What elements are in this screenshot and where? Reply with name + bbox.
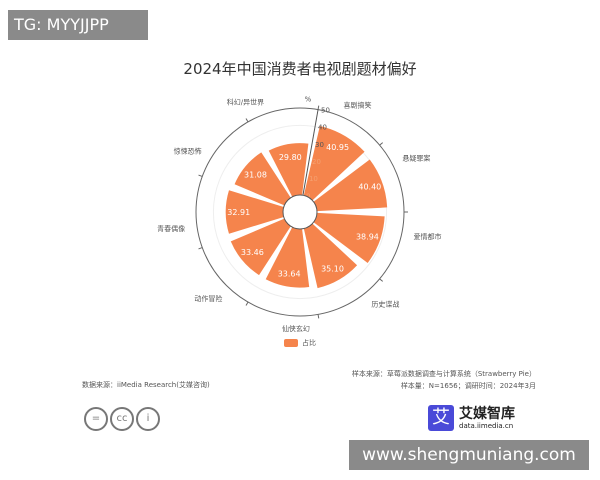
radial-tick-label: 0 [306,192,310,200]
radial-tick-label: 10 [309,175,318,183]
logo-url: data.iimedia.cn [459,421,514,430]
by-icon: i [136,407,160,431]
data-label: 35.10 [321,264,344,273]
category-label: 动作冒险 [194,294,222,303]
bar [303,223,358,289]
angle-tick [198,247,203,250]
bar [265,227,310,288]
legend-label: 占比 [302,339,316,347]
logo-name: 艾媒智库 [459,405,515,422]
data-label: 29.80 [279,153,302,162]
chart-title: 2024年中国消费者电视剧题材偏好 [183,60,417,78]
data-label: 38.94 [356,233,379,242]
radial-tick-label: 50 [321,107,330,115]
angle-tick [317,314,320,319]
radial-tick-label: 20 [312,158,321,166]
data-label: 33.46 [241,248,264,257]
legend[interactable]: 占比 [284,338,316,348]
bar [225,190,284,234]
angle-tick [317,105,320,110]
data-label: 40.95 [326,143,349,152]
cc-icon: cc [110,407,134,431]
angle-tick [379,142,384,146]
angle-tick [245,118,249,123]
category-label: 仙侠玄幻 [282,324,310,333]
logo: 艾 艾媒智库 data.iimedia.cn [428,405,515,431]
legend-swatch [284,339,298,347]
sample-size: 样本量：N=1656；调研时间：2024年3月 [400,382,536,390]
radial-tick-label: 30 [315,141,324,149]
category-label: 惊悚恐怖 [174,147,202,156]
angle-tick [198,174,203,177]
center-hole [282,194,318,230]
data-label: 31.08 [244,171,267,180]
logo-icon: 艾 [428,405,454,431]
radial-tick-label: 40 [318,124,327,132]
category-label: 喜剧搞笑 [343,100,371,109]
sample-source: 样本来源：草莓派数据调查与计算系统（Strawberry Pie） [351,370,536,378]
angle-tick [245,301,249,306]
category-label: 悬疑罪案 [402,154,430,163]
data-source: 数据来源：iiMedia Research(艾媒咨询) [82,381,210,389]
bar [234,152,291,206]
bar [303,126,365,201]
category-label: 科幻/异世界 [227,98,264,107]
bar [313,159,388,212]
watermark-top: TG: MYYJJPP [8,10,148,40]
grid-circle [212,124,388,300]
bar [313,212,385,264]
category-label: 历史谍战 [371,299,399,308]
bar [230,218,291,276]
category-label: 爱情都市 [413,232,441,241]
category-label: 青春偶像 [157,224,185,233]
data-label: 40.40 [358,183,381,192]
angle-tick [379,278,384,282]
radial-unit: % [305,96,312,104]
watermark-bottom: www.shengmuniang.com [349,440,589,470]
data-label: 33.64 [278,270,301,279]
data-label: 32.91 [227,208,250,217]
nd-icon: = [84,407,108,431]
bar [268,143,309,197]
